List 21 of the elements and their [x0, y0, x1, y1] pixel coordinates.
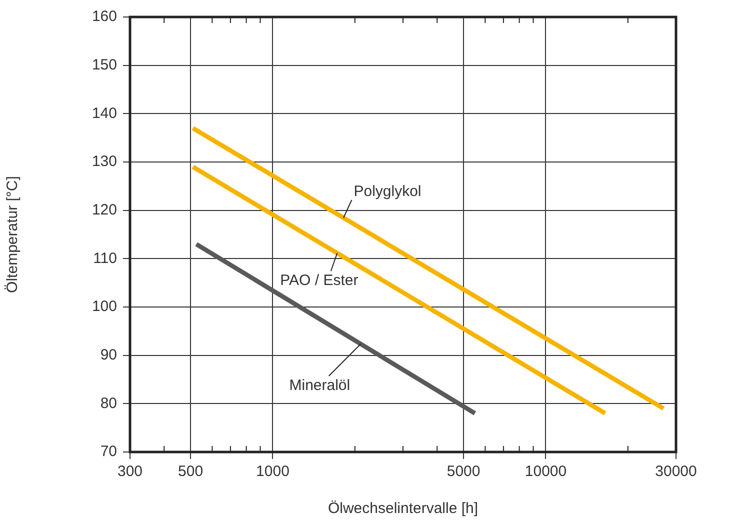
text: Mineralöl: [289, 377, 350, 394]
x-tick-label: 1000: [256, 463, 290, 480]
y-tick-label: 90: [100, 346, 117, 364]
series-label: Polyglykol: [354, 183, 422, 200]
x-tick-label: 5000: [446, 463, 480, 480]
y-tick-label: 150: [92, 56, 117, 74]
x-tick-label: 10000: [524, 463, 567, 480]
y-tick-label: 70: [100, 443, 117, 460]
y-tick-label: 80: [100, 394, 117, 412]
x-axis-title: Ölwechselintervalle [h]: [328, 500, 478, 518]
y-tick-label: 110: [93, 250, 117, 267]
x-tick-label: 30000: [655, 463, 697, 480]
x-tick-label: 500: [178, 463, 204, 480]
series-label: PAO / Ester: [280, 272, 358, 290]
y-tick-label: 160: [92, 8, 117, 26]
y-tick-label: 130: [92, 153, 117, 170]
y-axis-title: Öltemperatur [°C]: [4, 176, 22, 293]
y-tick-label: 140: [92, 104, 117, 122]
y-tick-label: 100: [92, 298, 117, 316]
y-tick-label: 120: [92, 201, 117, 218]
x-tick-label: 300: [117, 463, 143, 480]
